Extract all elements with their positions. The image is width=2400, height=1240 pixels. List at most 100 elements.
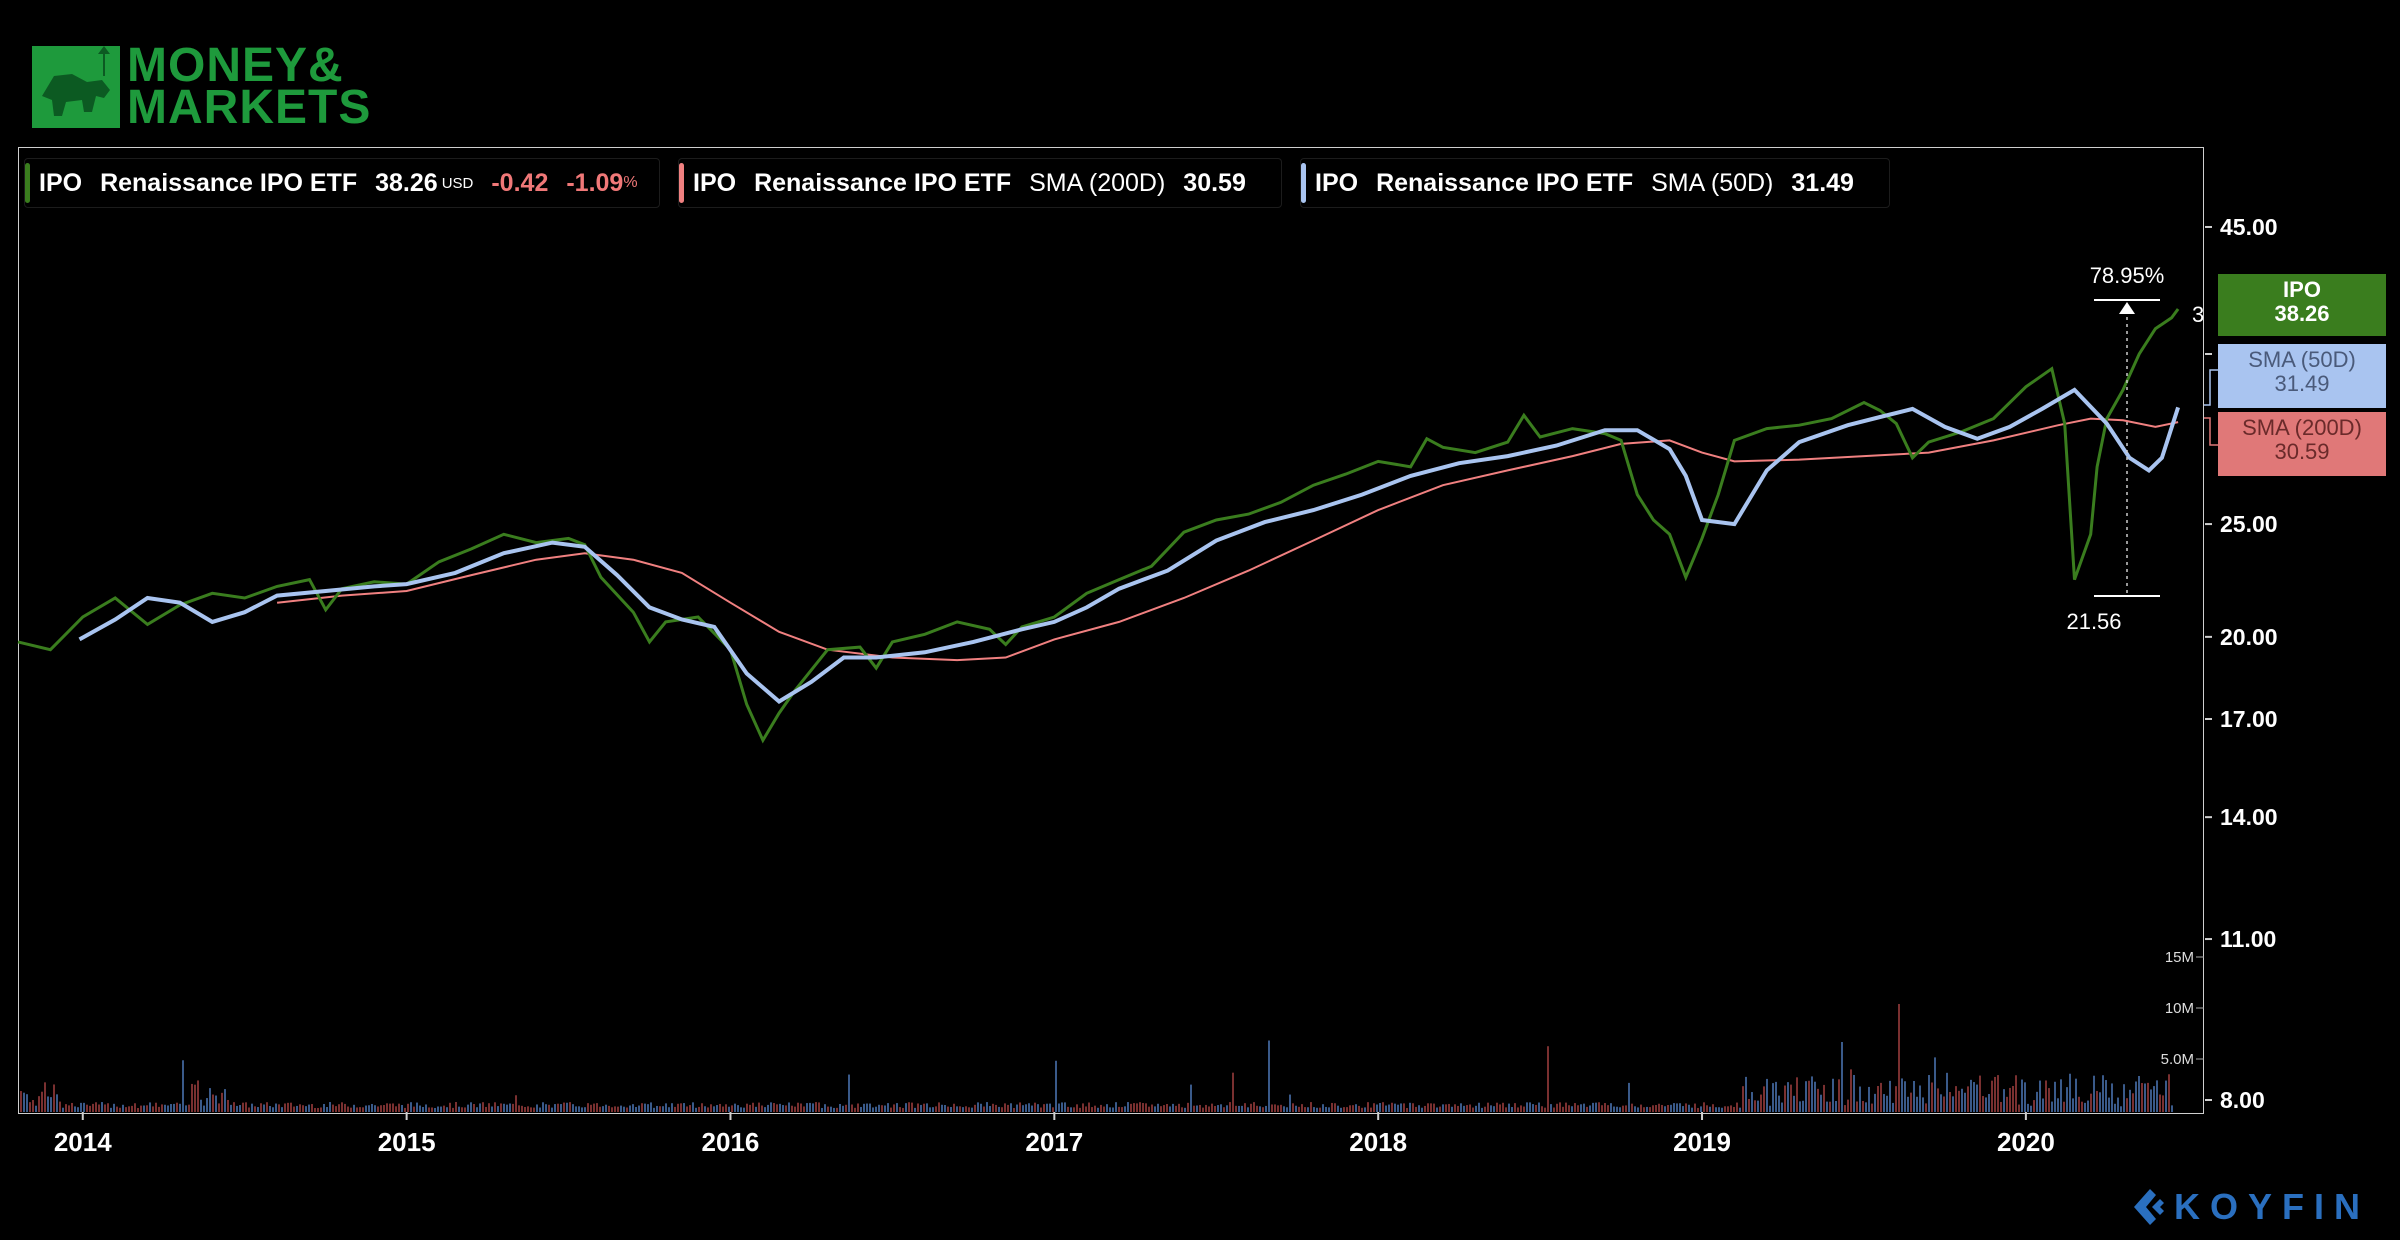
legend-sma200[interactable]: IPO Renaissance IPO ETF SMA (200D) 30.59 — [678, 158, 1282, 208]
volume-bar — [992, 1103, 994, 1112]
volume-bar — [155, 1102, 157, 1112]
volume-bar — [1523, 1106, 1525, 1112]
volume-bar — [1538, 1102, 1540, 1112]
volume-bar — [2033, 1100, 2035, 1112]
volume-bar — [1991, 1080, 1993, 1112]
volume-bar — [980, 1103, 982, 1112]
volume-bar — [650, 1102, 652, 1112]
volume-bar — [1586, 1106, 1588, 1112]
volume-bar — [1031, 1105, 1033, 1112]
volume-bar — [611, 1107, 613, 1112]
volume-bar — [578, 1106, 580, 1112]
volume-bar — [1889, 1080, 1891, 1112]
volume-bar — [1019, 1102, 1021, 1112]
volume-bar — [902, 1107, 904, 1112]
volume-bar — [908, 1102, 910, 1112]
volume-bar — [434, 1107, 436, 1112]
volume-bar — [602, 1106, 604, 1112]
volume-bar — [1082, 1103, 1084, 1112]
volume-bar — [1577, 1105, 1579, 1112]
volume-bar — [809, 1102, 811, 1112]
volume-bar — [1706, 1105, 1708, 1112]
volume-bar — [1829, 1101, 1831, 1112]
volume-bar — [254, 1106, 256, 1112]
volume-bar — [1802, 1100, 1804, 1112]
volume-bar — [1940, 1094, 1942, 1112]
volume-bar — [1427, 1103, 1429, 1112]
volume-bar — [455, 1102, 457, 1112]
volume-bar — [1160, 1106, 1162, 1112]
volume-bar — [1877, 1086, 1879, 1112]
volume-bar — [311, 1104, 313, 1112]
volume-bar — [932, 1107, 934, 1112]
volume-bar — [500, 1103, 502, 1112]
volume-bar — [1814, 1081, 1816, 1112]
volume-bar — [1613, 1106, 1615, 1112]
volume-bar — [2141, 1083, 2143, 1112]
volume-bar — [362, 1107, 364, 1112]
volume-bar — [1379, 1103, 1381, 1112]
volume-bar — [116, 1106, 118, 1112]
volume-bar — [218, 1103, 220, 1112]
price-tag-value: 31.49 — [2274, 371, 2330, 396]
volume-bar — [1709, 1106, 1711, 1112]
volume-bar — [1865, 1102, 1867, 1112]
volume-bar — [1064, 1102, 1066, 1112]
legend-price-color-swatch — [25, 163, 30, 203]
volume-bar — [2114, 1103, 2116, 1112]
volume-bar — [1907, 1096, 1909, 1112]
volume-bar — [1715, 1107, 1717, 1112]
volume-bar — [1601, 1105, 1603, 1112]
volume-bar — [50, 1097, 52, 1112]
x-tick-label: 2019 — [1673, 1127, 1731, 1157]
volume-bar — [2162, 1095, 2164, 1112]
volume-bar — [1433, 1103, 1435, 1112]
volume-bar — [1895, 1086, 1897, 1112]
volume-bar — [1883, 1094, 1885, 1112]
y-tick-label: 45.00 — [2220, 214, 2278, 240]
volume-bar — [770, 1102, 772, 1112]
volume-bar — [983, 1106, 985, 1112]
volume-bar — [1823, 1084, 1825, 1112]
volume-bar — [668, 1107, 670, 1112]
volume-bar — [1145, 1103, 1147, 1112]
volume-bar — [119, 1107, 121, 1112]
volume-bar — [2051, 1101, 2053, 1112]
logo-line1: MONEY& — [127, 39, 344, 92]
volume-bar — [1964, 1092, 1966, 1112]
volume-bar — [1325, 1106, 1327, 1112]
volume-bar — [1967, 1086, 1969, 1112]
volume-bar — [1904, 1081, 1906, 1112]
volume-bar — [1712, 1104, 1714, 1112]
volume-bar — [2039, 1080, 2041, 1112]
volume-bar — [47, 1096, 49, 1112]
volume-bar — [1376, 1104, 1378, 1112]
volume-bar — [200, 1099, 202, 1112]
volume-bar — [2123, 1084, 2125, 1112]
volume-bar — [1028, 1103, 1030, 1112]
volume-bar — [1721, 1107, 1723, 1112]
volume-bar — [1052, 1107, 1054, 1112]
volume-bar — [965, 1106, 967, 1112]
legend-indicator: SMA (50D) — [1651, 168, 1774, 197]
volume-bar — [1259, 1106, 1261, 1112]
legend-ticker: IPO — [693, 168, 737, 197]
volume-bar — [710, 1104, 712, 1112]
legend-price[interactable]: IPO Renaissance IPO ETF 38.26 USD -0.42 … — [24, 158, 660, 208]
volume-bar — [1283, 1106, 1285, 1112]
volume-bar — [1271, 1104, 1273, 1112]
volume-bar — [1247, 1107, 1249, 1112]
volume-bar — [491, 1106, 493, 1112]
volume-bar — [671, 1103, 673, 1112]
price-tag-label: SMA (200D) — [2242, 415, 2362, 440]
volume-bar — [440, 1106, 442, 1112]
legend-sma50[interactable]: IPO Renaissance IPO ETF SMA (50D) 31.49 — [1300, 158, 1890, 208]
volume-bar — [659, 1106, 661, 1112]
volume-bar — [899, 1107, 901, 1112]
volume-bar — [1685, 1103, 1687, 1112]
legend-change-pct: -1.09 — [566, 168, 624, 197]
volume-bar — [545, 1104, 547, 1112]
volume-bar — [77, 1107, 79, 1112]
volume-bar — [923, 1103, 925, 1112]
